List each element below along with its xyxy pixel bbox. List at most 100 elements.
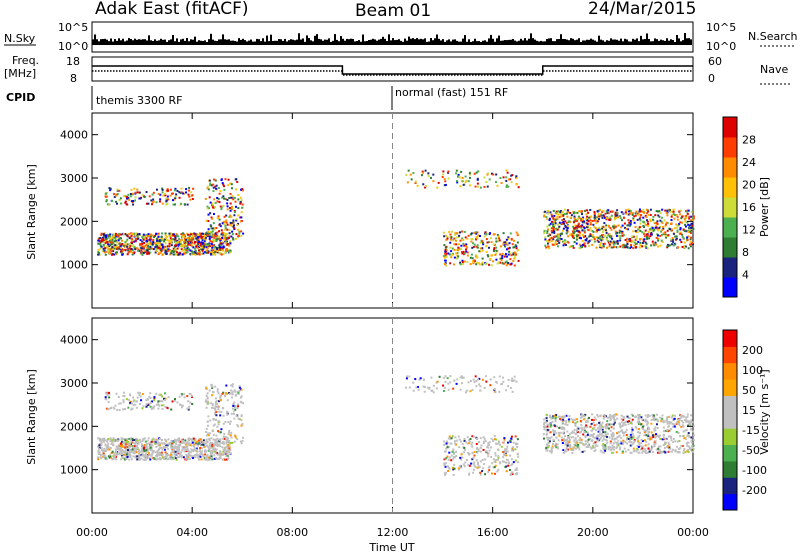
heatmap-cell (240, 220, 242, 222)
heatmap-cell (436, 187, 438, 189)
heatmap-cell (470, 463, 472, 465)
heatmap-cell (192, 442, 194, 444)
heatmap-cell (463, 463, 465, 465)
heatmap-cell (610, 440, 612, 442)
heatmap-cell (112, 248, 114, 250)
heatmap-cell (676, 214, 678, 216)
heatmap-cell (226, 446, 228, 448)
heatmap-cell (162, 195, 164, 197)
heatmap-cell (602, 440, 604, 442)
heatmap-cell (549, 416, 551, 418)
nsky-sample (136, 40, 138, 45)
heatmap-cell (209, 443, 211, 445)
heatmap-cell (132, 438, 134, 440)
nsky-sample (492, 39, 494, 45)
heatmap-cell (455, 455, 457, 457)
heatmap-cell (549, 241, 551, 243)
heatmap-cell (158, 193, 160, 195)
heatmap-cell (543, 232, 545, 234)
heatmap-cell (487, 172, 489, 174)
heatmap-cell (218, 230, 220, 232)
heatmap-cell (652, 451, 654, 453)
heatmap-cell (227, 250, 229, 252)
heatmap-cell (173, 233, 175, 235)
heatmap-cell (142, 439, 144, 441)
heatmap-cell (483, 449, 485, 451)
nsky-sample (452, 40, 454, 45)
heatmap-cell (157, 243, 159, 245)
heatmap-cell (481, 264, 483, 266)
heatmap-cell (678, 210, 680, 212)
heatmap-cell (234, 441, 236, 443)
heatmap-cell (647, 223, 649, 225)
heatmap-cell (574, 422, 576, 424)
heatmap-cell (577, 445, 579, 447)
heatmap-cell (603, 222, 605, 224)
nsky-sample (420, 39, 422, 45)
heatmap-cell (224, 447, 226, 449)
heatmap-cell (107, 445, 109, 447)
heatmap-cell (176, 448, 178, 450)
heatmap-cell (222, 438, 224, 440)
heatmap-cell (198, 440, 200, 442)
heatmap-cell (659, 235, 661, 237)
heatmap-cell (191, 395, 193, 397)
heatmap-cell (108, 446, 110, 448)
heatmap-cell (148, 253, 150, 255)
nsky-sample (282, 41, 284, 45)
heatmap-cell (567, 225, 569, 227)
nsky-sample (562, 39, 564, 45)
heatmap-cell (579, 217, 581, 219)
heatmap-cell (221, 446, 223, 448)
heatmap-cell (226, 199, 228, 201)
heatmap-cell (654, 214, 656, 216)
heatmap-cell (553, 415, 555, 417)
nsky-sample (606, 40, 608, 45)
heatmap-cell (670, 428, 672, 430)
heatmap-cell (430, 177, 432, 179)
heatmap-cell (603, 418, 605, 420)
heatmap-cell (224, 178, 226, 180)
heatmap-cell (444, 184, 446, 186)
heatmap-cell (482, 250, 484, 252)
colorbar-step (723, 257, 737, 278)
heatmap-cell (152, 194, 154, 196)
heatmap-cell (115, 201, 117, 203)
heatmap-cell (208, 438, 210, 440)
heatmap-cell (162, 454, 164, 456)
nsky-sample (114, 39, 116, 45)
heatmap-cell (218, 411, 220, 413)
freq-strip-frame (92, 57, 693, 81)
heatmap-cell (615, 438, 617, 440)
heatmap-cell (198, 241, 200, 243)
heatmap-cell (171, 444, 173, 446)
heatmap-cell (127, 253, 129, 255)
nsky-sample (660, 40, 662, 45)
heatmap-cell (123, 441, 125, 443)
heatmap-cell (556, 426, 558, 428)
heatmap-cell (673, 233, 675, 235)
heatmap-cell (481, 470, 483, 472)
heatmap-cell (679, 213, 681, 215)
heatmap-cell (143, 252, 145, 254)
heatmap-cell (207, 425, 209, 427)
heatmap-cell (216, 200, 218, 202)
heatmap-cell (218, 393, 220, 395)
heatmap-cell (639, 238, 641, 240)
nsky-sample (254, 42, 256, 45)
heatmap-cell (445, 450, 447, 452)
nsky-sample (294, 40, 296, 45)
heatmap-cell (140, 239, 142, 241)
nsky-sample (508, 40, 510, 45)
heatmap-cell (223, 189, 225, 191)
heatmap-cell (569, 439, 571, 441)
nsky-sample (206, 42, 208, 45)
nsky-sample (158, 40, 160, 45)
nsky-sample (322, 41, 324, 45)
heatmap-cell (225, 249, 227, 251)
nsky-sample (160, 39, 162, 45)
heatmap-cell (490, 456, 492, 458)
heatmap-cell (454, 257, 456, 259)
heatmap-cell (119, 445, 121, 447)
